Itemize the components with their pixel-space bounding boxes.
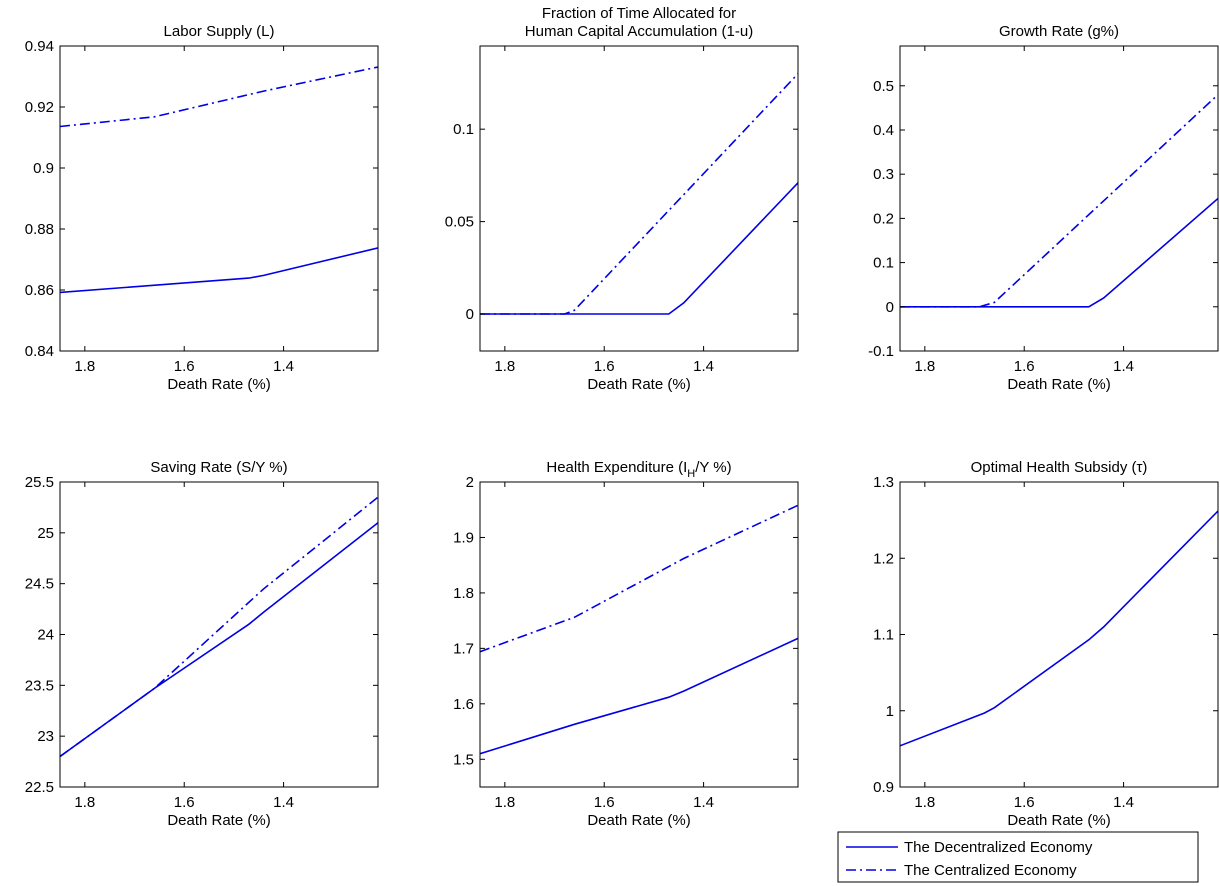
x-axis-label-time-fraction: Death Rate (%) (587, 376, 690, 393)
y-tick-label-time-fraction: 0.05 (445, 214, 474, 231)
series-line-growth-centralized (900, 94, 1218, 308)
panel-saving: 1.8 1.6 1.4 22.5 23 23.5 24 24.5 25 25.5 Death Rat… (25, 459, 379, 829)
y-tick-label-health-expenditure: 1.6 (453, 696, 474, 713)
x-tick-label-health-expenditure: 1.4 (693, 794, 714, 811)
y-tick-label-labor: 0.86 (25, 282, 54, 299)
y-tick-label-health-expenditure: 2 (466, 474, 474, 491)
x-axis-label-growth: Death Rate (%) (1007, 376, 1110, 393)
series-line-health-subsidy-decentralized (900, 510, 1218, 747)
y-tick-label-saving: 22.5 (25, 779, 54, 796)
y-tick-label-health-subsidy: 1.3 (873, 474, 894, 491)
legend-label-decentralized: The Decentralized Economy (904, 839, 1093, 856)
series-line-saving-centralized (60, 496, 378, 758)
x-tick-label-time-fraction: 1.6 (594, 358, 615, 375)
y-tick-label-saving: 23 (37, 728, 54, 745)
y-tick-label-growth: 0.5 (873, 78, 894, 95)
y-tick-label-health-subsidy: 1.2 (873, 550, 894, 567)
x-tick-label-saving: 1.4 (273, 794, 294, 811)
x-axis-label-labor: Death Rate (%) (167, 376, 270, 393)
y-tick-label-labor: 0.9 (33, 160, 54, 177)
panel-health-expenditure: 1.8 1.6 1.4 1.5 1.6 1.7 1.8 1.9 2 Death Rate (%) H… (453, 459, 799, 829)
legend-label-centralized: The Centralized Economy (904, 862, 1077, 879)
y-tick-label-growth: -0.1 (868, 343, 894, 360)
chart-title-labor: Labor Supply (L) (164, 23, 275, 40)
chart-title-health-subsidy: Optimal Health Subsidy (τ) (971, 459, 1148, 476)
y-tick-label-health-expenditure: 1.8 (453, 585, 474, 602)
series-line-time-fraction-decentralized (480, 182, 798, 315)
axes-frame-labor (59, 45, 379, 352)
y-tick-label-health-subsidy: 1 (886, 703, 894, 720)
y-tick-label-health-expenditure: 1.7 (453, 640, 474, 657)
x-tick-label-time-fraction: 1.4 (693, 358, 714, 375)
x-tick-label-health-subsidy: 1.6 (1014, 794, 1035, 811)
y-tick-label-time-fraction: 0.1 (453, 121, 474, 138)
x-tick-label-saving: 1.8 (74, 794, 95, 811)
y-tick-label-labor: 0.84 (25, 343, 54, 360)
series-line-saving-decentralized (60, 522, 378, 758)
x-tick-label-growth: 1.6 (1014, 358, 1035, 375)
y-tick-label-growth: 0.1 (873, 255, 894, 272)
panel-growth: 1.8 1.6 1.4 -0.1 0 0.1 0.2 0.3 0.4 0.5 Death Rate … (868, 23, 1219, 393)
x-tick-label-growth: 1.4 (1113, 358, 1134, 375)
axes-frame-health-expenditure (479, 481, 799, 788)
x-tick-label-growth: 1.8 (914, 358, 935, 375)
series-line-labor-decentralized (60, 247, 378, 294)
y-tick-label-labor: 0.94 (25, 38, 54, 55)
axes-frame-time-fraction (479, 45, 799, 352)
x-tick-label-health-expenditure: 1.8 (494, 794, 515, 811)
y-tick-label-growth: 0.4 (873, 122, 894, 139)
x-axis-label-saving: Death Rate (%) (167, 812, 270, 829)
x-tick-label-saving: 1.6 (174, 794, 195, 811)
y-tick-label-growth: 0.3 (873, 166, 894, 183)
y-tick-label-health-expenditure: 1.5 (453, 751, 474, 768)
chart-title-time-fraction: Fraction of Time Allocated for Human Capi… (525, 5, 753, 40)
x-axis-label-health-subsidy: Death Rate (%) (1007, 812, 1110, 829)
y-tick-label-saving: 25 (37, 525, 54, 542)
y-tick-label-labor: 0.88 (25, 221, 54, 238)
y-tick-label-saving: 25.5 (25, 474, 54, 491)
x-tick-label-time-fraction: 1.8 (494, 358, 515, 375)
y-tick-label-saving: 24 (37, 627, 54, 644)
series-line-health-expenditure-decentralized (480, 637, 798, 755)
series-line-time-fraction-centralized (480, 73, 798, 315)
y-tick-label-growth: 0 (886, 299, 894, 316)
legend: The Decentralized Economy The Centralize… (837, 831, 1199, 883)
y-tick-label-time-fraction: 0 (466, 306, 474, 323)
panel-labor: 1.8 1.6 1.4 0.84 0.86 0.88 0.9 0.92 0.94 Death Ra… (25, 23, 379, 393)
y-tick-label-health-expenditure: 1.9 (453, 529, 474, 546)
axes-frame-saving (59, 481, 379, 788)
axes-frame-growth (899, 45, 1219, 352)
x-tick-label-health-subsidy: 1.8 (914, 794, 935, 811)
chart-title-saving: Saving Rate (S/Y %) (150, 459, 287, 476)
y-tick-label-saving: 24.5 (25, 576, 54, 593)
panel-health-subsidy: 1.8 1.6 1.4 0.9 1 1.1 1.2 1.3 Death Rate (%) Opti… (873, 459, 1219, 829)
chart-title-health-expenditure: Health Expenditure (IH/Y %) (546, 459, 731, 480)
x-tick-label-health-expenditure: 1.6 (594, 794, 615, 811)
axes-frame-health-subsidy (899, 481, 1219, 788)
series-line-growth-decentralized (900, 197, 1218, 308)
y-tick-label-health-subsidy: 0.9 (873, 779, 894, 796)
panel-time-fraction: 1.8 1.6 1.4 0 0.05 0.1 Death Rate (%) Fraction … (445, 5, 799, 393)
x-tick-label-labor: 1.6 (174, 358, 195, 375)
y-tick-label-labor: 0.92 (25, 99, 54, 116)
chart-title-growth: Growth Rate (g%) (999, 23, 1119, 40)
series-line-labor-centralized (60, 66, 378, 128)
x-tick-label-labor: 1.8 (74, 358, 95, 375)
y-tick-label-health-subsidy: 1.1 (873, 627, 894, 644)
y-tick-label-saving: 23.5 (25, 677, 54, 694)
x-tick-label-labor: 1.4 (273, 358, 294, 375)
x-tick-label-health-subsidy: 1.4 (1113, 794, 1134, 811)
y-tick-label-growth: 0.2 (873, 210, 894, 227)
series-line-health-expenditure-centralized (480, 504, 798, 653)
legend-box (837, 831, 1199, 883)
x-axis-label-health-expenditure: Death Rate (%) (587, 812, 690, 829)
